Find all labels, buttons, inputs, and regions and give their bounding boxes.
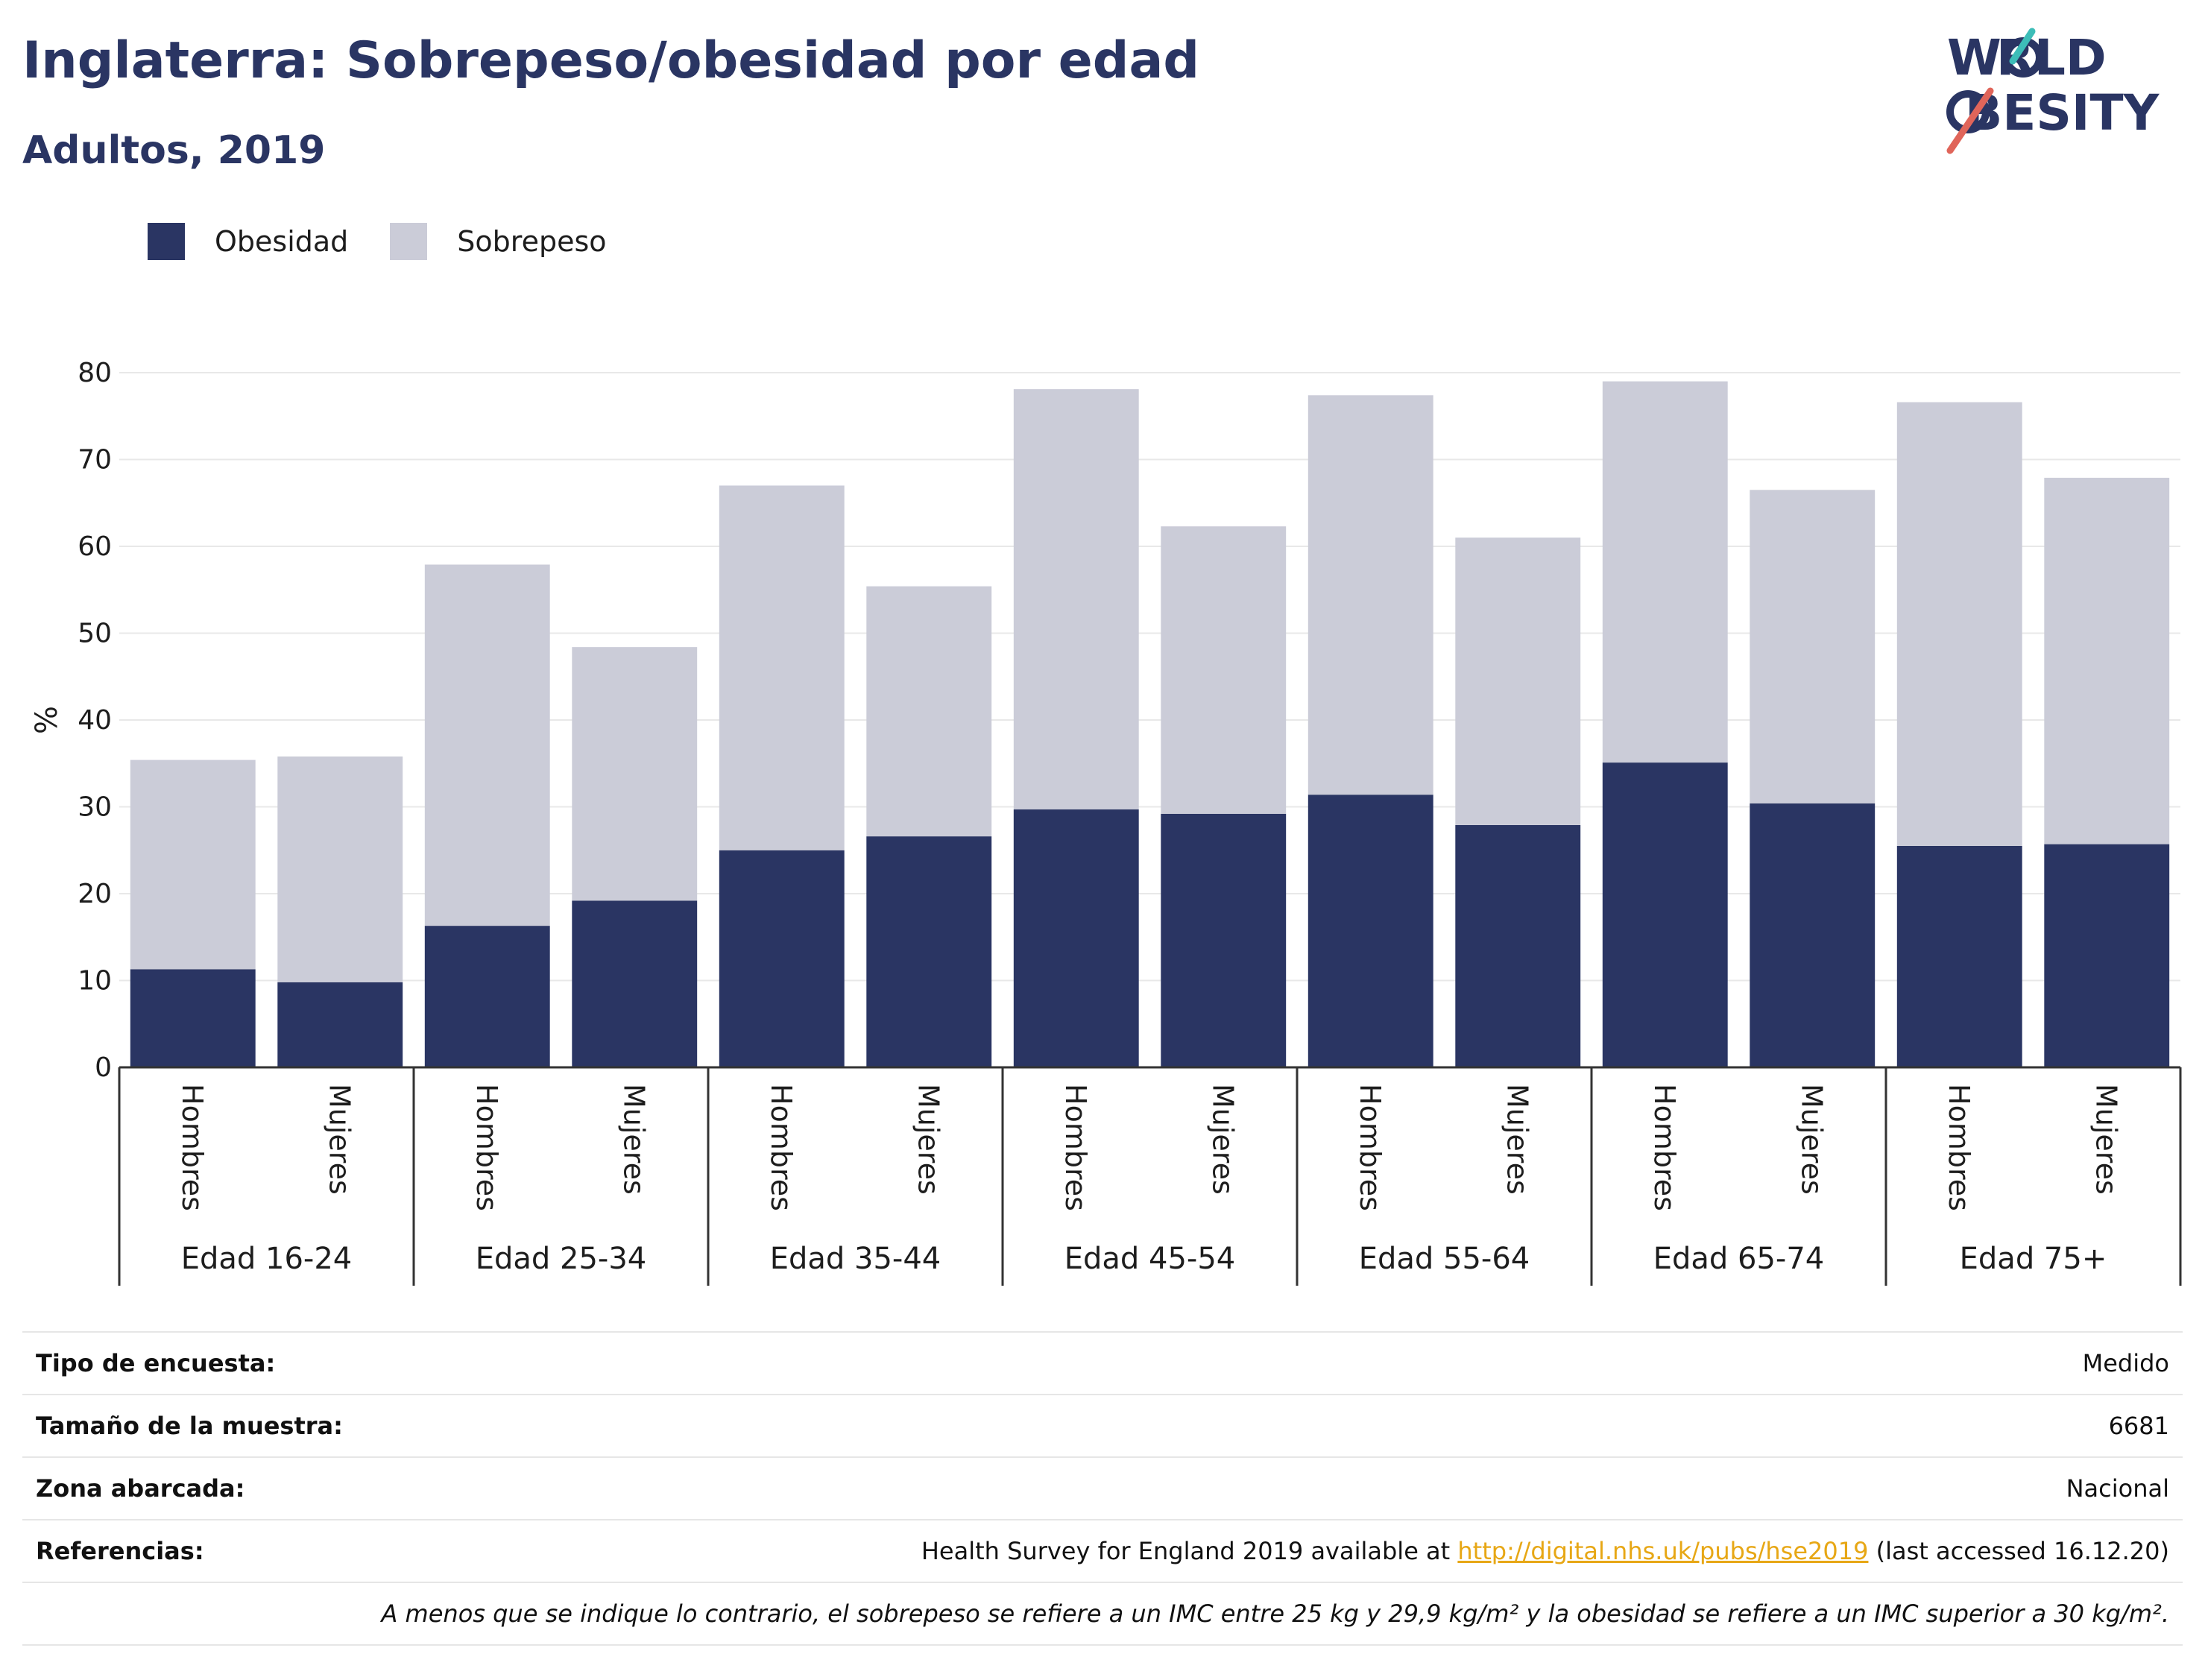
bar-obesidad — [1307, 795, 1433, 1067]
bar-obesidad — [1896, 845, 2022, 1067]
x-tick-label: Mujeres — [323, 1084, 356, 1195]
y-axis-label: % — [30, 706, 64, 734]
info-value: 6681 — [2108, 1412, 2169, 1440]
y-tick-label: 20 — [78, 879, 112, 909]
group-label: Edad 65-74 — [1653, 1242, 1825, 1276]
info-row-survey-type: Tipo de encuesta: Medido — [22, 1331, 2183, 1394]
bar-obesidad — [277, 982, 403, 1067]
bar-sobrepeso — [719, 485, 845, 850]
legend-swatch-obesidad — [148, 223, 185, 260]
bar-sobrepeso — [866, 586, 992, 837]
info-row-coverage: Zona abarcada: Nacional — [22, 1456, 2183, 1519]
svg-text:BESITY: BESITY — [1965, 84, 2160, 142]
y-tick-label: 10 — [78, 966, 112, 997]
x-tick-label: Mujeres — [2089, 1084, 2122, 1195]
bar-obesidad — [1161, 813, 1287, 1067]
bar-sobrepeso — [1750, 490, 1876, 803]
info-row-note: A menos que se indique lo contrario, el … — [22, 1582, 2183, 1646]
bar-sobrepeso — [572, 647, 698, 901]
bar-obesidad — [130, 969, 256, 1067]
info-key: Tipo de encuesta: — [36, 1349, 276, 1377]
bar-sobrepeso — [1896, 402, 2022, 846]
info-key: Tamaño de la muestra: — [36, 1412, 343, 1440]
x-tick-label: Mujeres — [1795, 1084, 1828, 1195]
y-tick-label: 50 — [78, 619, 112, 649]
chart-legend: Obesidad Sobrepeso — [148, 221, 649, 262]
bar-sobrepeso — [1161, 526, 1287, 814]
x-tick-label: Hombres — [765, 1084, 798, 1211]
x-tick-label: Hombres — [1943, 1084, 1975, 1211]
bar-sobrepeso — [424, 564, 550, 926]
x-tick-label: Mujeres — [912, 1084, 944, 1195]
x-tick-label: Hombres — [470, 1084, 503, 1211]
bar-obesidad — [719, 850, 845, 1067]
legend-item-obesidad[interactable]: Obesidad — [148, 223, 348, 260]
legend-label-sobrepeso: Sobrepeso — [457, 225, 607, 258]
bar-sobrepeso — [277, 756, 403, 982]
bar-obesidad — [866, 836, 992, 1067]
x-tick-label: Hombres — [1059, 1084, 1092, 1211]
references-link[interactable]: http://digital.nhs.uk/pubs/hse2019 — [1457, 1537, 1869, 1565]
group-label: Edad 55-64 — [1359, 1242, 1530, 1276]
x-tick-label: Mujeres — [617, 1084, 650, 1195]
info-key: Zona abarcada: — [36, 1474, 245, 1503]
info-row-references: Referencias: Health Survey for England 2… — [22, 1519, 2183, 1582]
legend-swatch-sobrepeso — [390, 223, 428, 260]
bar-sobrepeso — [1307, 395, 1433, 795]
x-tick-label: Hombres — [1648, 1084, 1681, 1211]
group-label: Edad 25-34 — [476, 1242, 647, 1276]
y-tick-label: 70 — [78, 445, 112, 476]
group-label: Edad 45-54 — [1064, 1242, 1236, 1276]
references-text: Health Survey for England 2019 available… — [921, 1537, 1458, 1565]
y-tick-label: 30 — [78, 792, 112, 823]
x-tick-label: Hombres — [1354, 1084, 1387, 1211]
references-value: Health Survey for England 2019 available… — [921, 1537, 2169, 1565]
info-value: Medido — [2082, 1349, 2169, 1377]
survey-info-table: Tipo de encuesta: Medido Tamaño de la mu… — [22, 1331, 2183, 1646]
info-value: Nacional — [2066, 1474, 2169, 1503]
bar-sobrepeso — [2044, 477, 2170, 844]
group-label: Edad 35-44 — [770, 1242, 941, 1276]
legend-item-sobrepeso[interactable]: Sobrepeso — [390, 223, 607, 260]
bar-sobrepeso — [130, 760, 256, 970]
bar-sobrepeso — [1455, 537, 1581, 825]
y-tick-label: 60 — [78, 531, 112, 562]
group-label: Edad 75+ — [1960, 1242, 2107, 1276]
bar-obesidad — [572, 900, 698, 1067]
svg-text:W: W — [1947, 29, 2001, 86]
bar-obesidad — [2044, 844, 2170, 1067]
group-label: Edad 16-24 — [181, 1242, 353, 1276]
y-tick-label: 40 — [78, 705, 112, 736]
y-tick-label: 80 — [78, 358, 112, 388]
bar-obesidad — [424, 926, 550, 1067]
definition-note: A menos que se indique lo contrario, el … — [381, 1600, 2169, 1628]
bar-sobrepeso — [1602, 381, 1728, 763]
x-tick-label: Mujeres — [1206, 1084, 1239, 1195]
info-key: Referencias: — [36, 1537, 204, 1565]
bar-sobrepeso — [1013, 389, 1139, 809]
references-accessed: (last accessed 16.12.20) — [1868, 1537, 2169, 1565]
bar-obesidad — [1750, 803, 1876, 1067]
world-obesity-logo: W RLD BESITY — [1946, 28, 2160, 154]
x-tick-label: Hombres — [176, 1084, 209, 1211]
page-subtitle: Adultos, 2019 — [22, 128, 326, 173]
bar-obesidad — [1455, 824, 1581, 1067]
bar-obesidad — [1602, 762, 1728, 1067]
page-title: Inglaterra: Sobrepeso/obesidad por edad — [22, 31, 1200, 90]
y-tick-label: 0 — [95, 1052, 112, 1083]
x-tick-label: Mujeres — [1501, 1084, 1533, 1195]
info-row-sample-size: Tamaño de la muestra: 6681 — [22, 1394, 2183, 1456]
bar-obesidad — [1013, 809, 1139, 1067]
stacked-bar-chart: 0 10 20 30 40 50 60 70 80% Hombres Mujeres Hombres M… — [30, 358, 2182, 1286]
legend-label-obesidad: Obesidad — [215, 225, 349, 258]
